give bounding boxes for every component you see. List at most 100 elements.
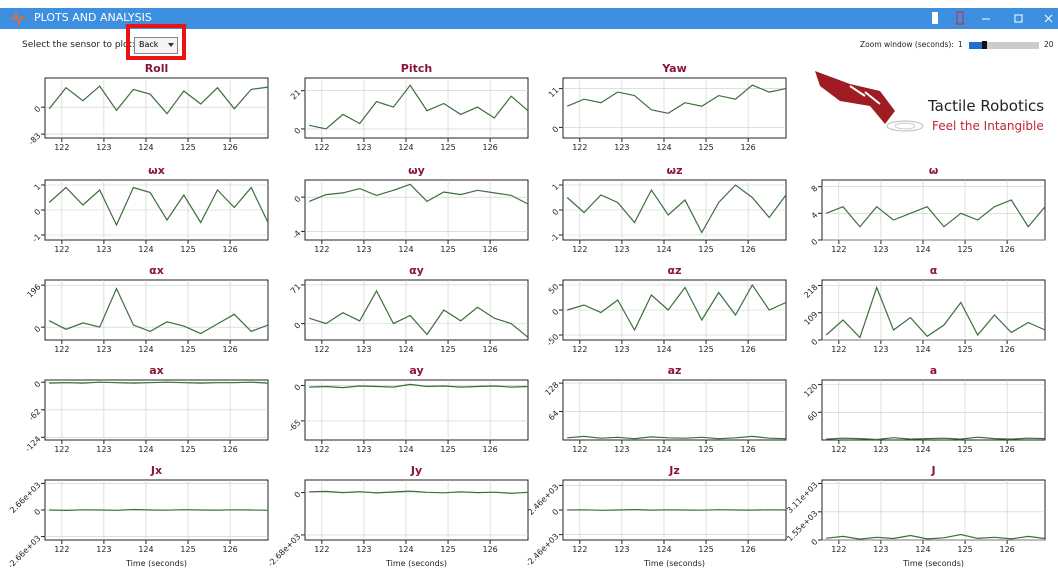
x-tick-label: 125 (440, 445, 455, 454)
x-tick-label: 125 (180, 245, 195, 254)
x-tick-label: 123 (356, 143, 371, 152)
x-tick-label: 124 (656, 143, 671, 152)
plot-area (822, 380, 1045, 440)
x-tick-label: 125 (180, 143, 195, 152)
chart-title: Yaw (661, 62, 687, 75)
plot-area (305, 180, 528, 240)
x-tick-label: 123 (614, 445, 629, 454)
plot-area (45, 280, 268, 340)
plot-area (305, 280, 528, 340)
x-tick-label: 123 (614, 245, 629, 254)
x-tick-label: 122 (831, 545, 846, 554)
x-tick-label: 126 (740, 143, 755, 152)
y-tick-label: 4 (810, 211, 820, 221)
y-tick-label: 0 (293, 383, 303, 393)
y-tick-label: 0 (551, 125, 561, 135)
plot-area (563, 78, 786, 138)
y-tick-label: 0 (33, 379, 43, 389)
chart-title: α (930, 264, 938, 277)
x-tick-label: 124 (398, 345, 413, 354)
x-tick-label: 123 (614, 345, 629, 354)
x-tick-label: 122 (54, 445, 69, 454)
chart-title: Pitch (401, 62, 432, 75)
x-tick-label: 123 (96, 445, 111, 454)
x-tick-label: 122 (572, 245, 587, 254)
x-tick-label: 125 (698, 345, 713, 354)
x-tick-label: 126 (740, 445, 755, 454)
y-tick-label: 0 (293, 490, 303, 500)
x-tick-label: 125 (957, 445, 972, 454)
x-tick-label: 124 (656, 445, 671, 454)
x-tick-label: 126 (222, 445, 237, 454)
x-tick-label: 124 (656, 245, 671, 254)
y-tick-label: 64 (547, 409, 561, 423)
app-window: PLOTS AND ANALYSIS Select the sensor to … (0, 0, 1058, 577)
x-tick-label: 125 (698, 245, 713, 254)
x-tick-label: 125 (180, 545, 195, 554)
chart-title: Jx (150, 464, 162, 477)
y-tick-label: -50 (545, 332, 561, 348)
y-tick-label: -2.46e+03 (524, 532, 560, 568)
x-tick-label: 124 (138, 143, 153, 152)
y-tick-label: 71 (289, 282, 303, 296)
x-tick-label: 124 (656, 345, 671, 354)
x-tick-label: 126 (222, 143, 237, 152)
y-tick-label: -62 (27, 407, 43, 423)
y-tick-label: -65 (287, 418, 303, 434)
x-tick-label: 126 (222, 345, 237, 354)
y-tick-label: 0 (551, 207, 561, 217)
x-tick-label: 123 (96, 345, 111, 354)
y-tick-label: -2.66e+03 (6, 534, 42, 570)
data-line (49, 510, 268, 511)
x-tick-label: 122 (831, 345, 846, 354)
y-tick-label: -124 (23, 435, 42, 454)
x-tick-label: 125 (957, 245, 972, 254)
y-tick-label: 0 (293, 126, 303, 136)
x-tick-label: 123 (356, 545, 371, 554)
x-tick-label: 126 (740, 545, 755, 554)
y-tick-label: 0 (293, 321, 303, 331)
plot-area (563, 380, 786, 440)
y-tick-label: 0 (33, 324, 43, 334)
y-tick-label: 0 (551, 307, 561, 317)
x-tick-label: 126 (999, 345, 1014, 354)
plot-area (822, 180, 1045, 240)
x-tick-label: 125 (180, 445, 195, 454)
plot-area (822, 480, 1045, 540)
x-tick-label: 123 (873, 445, 888, 454)
x-tick-label: 123 (873, 345, 888, 354)
y-tick-label: -4 (291, 229, 303, 241)
chart-title: αx (149, 264, 164, 277)
y-tick-label: 60 (806, 409, 820, 423)
x-tick-label: 123 (356, 245, 371, 254)
x-tick-label: 122 (54, 545, 69, 554)
x-tick-label: 125 (698, 445, 713, 454)
x-tick-label: 124 (915, 445, 930, 454)
x-tick-label: 122 (314, 143, 329, 152)
y-tick-label: -1 (549, 232, 561, 244)
x-tick-label: 122 (831, 445, 846, 454)
chart-title: ωx (148, 164, 165, 177)
x-tick-label: 124 (138, 345, 153, 354)
x-tick-label: 125 (440, 245, 455, 254)
plot-area (305, 380, 528, 440)
y-tick-label: 1 (33, 182, 43, 192)
x-tick-label: 124 (915, 345, 930, 354)
x-tick-label: 122 (314, 345, 329, 354)
x-tick-label: 126 (999, 545, 1014, 554)
x-tick-label: 124 (398, 545, 413, 554)
x-tick-label: 124 (915, 545, 930, 554)
y-tick-label: 0 (33, 507, 43, 517)
x-tick-label: 125 (440, 545, 455, 554)
x-tick-label: 124 (398, 445, 413, 454)
x-tick-label: 126 (482, 143, 497, 152)
y-tick-label: -2.68e+03 (266, 532, 302, 568)
y-tick-label: 8 (810, 184, 820, 194)
chart-title: αy (409, 264, 424, 277)
x-tick-label: 124 (398, 245, 413, 254)
y-tick-label: 0 (810, 237, 820, 247)
y-tick-label: 218 (802, 283, 819, 300)
x-tick-label: 124 (915, 245, 930, 254)
y-tick-label: 0 (33, 104, 43, 114)
chart-title: αz (668, 264, 682, 277)
